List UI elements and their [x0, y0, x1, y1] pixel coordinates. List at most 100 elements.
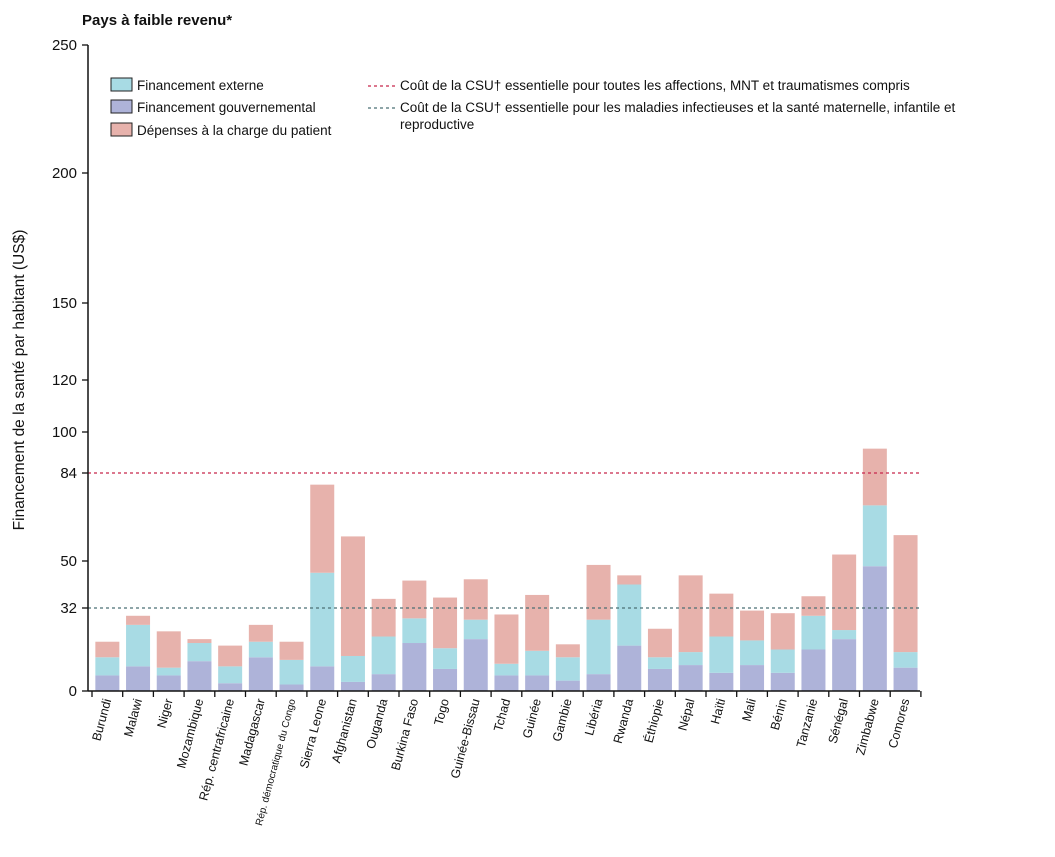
- bar-out-of-pocket: [433, 597, 458, 649]
- bar-out-of-pocket: [801, 596, 826, 616]
- bar-government: [402, 643, 427, 691]
- bar-government: [770, 672, 795, 691]
- bar-external: [126, 624, 151, 667]
- bar-government: [893, 667, 918, 691]
- bar-out-of-pocket: [218, 645, 243, 667]
- bar-out-of-pocket: [126, 615, 151, 625]
- bar-government: [279, 684, 304, 691]
- bar-out-of-pocket: [525, 594, 550, 651]
- y-tick-label: 100: [52, 424, 77, 441]
- y-tick-label: 0: [69, 683, 77, 700]
- x-tick-label: Haïti: [708, 697, 728, 725]
- x-tick-label: Malawi: [121, 697, 145, 738]
- bar-external: [248, 641, 273, 658]
- bar-government: [156, 675, 181, 691]
- x-tick-label: Zimbabwe: [853, 697, 881, 756]
- bar-out-of-pocket: [647, 628, 672, 658]
- bar-out-of-pocket: [678, 575, 703, 653]
- bar-external: [340, 655, 365, 682]
- legend-label-external: Financement externe: [137, 78, 264, 93]
- x-tick-label: Burkina Faso: [389, 697, 422, 772]
- bar-out-of-pocket: [586, 564, 611, 620]
- bar-external: [310, 572, 335, 667]
- x-tick-label: Rwanda: [611, 697, 636, 745]
- bar-government: [494, 675, 519, 691]
- x-tick-label: Guinée: [520, 697, 544, 740]
- x-tick-label: Sénégal: [826, 697, 851, 745]
- bar-government: [371, 674, 396, 691]
- reference-lines-layer: [88, 472, 920, 609]
- bar-external: [525, 650, 550, 676]
- x-tick-label: Tanzanie: [794, 697, 820, 749]
- y-ticks-layer: 0 32 50 84 100 120 150 200 250: [52, 37, 88, 700]
- bar-out-of-pocket: [402, 580, 427, 619]
- x-tick-label: Comores: [886, 697, 913, 750]
- bar-external: [494, 663, 519, 676]
- legend-label-government: Financement gouvernemental: [137, 100, 316, 115]
- y-axis-label: Financement de la santé par habitant (US…: [11, 230, 28, 531]
- bar-external: [647, 657, 672, 669]
- x-tick-label: Mali: [739, 697, 758, 723]
- bar-out-of-pocket: [617, 575, 642, 585]
- y-tick-label: 50: [60, 553, 77, 570]
- bar-government: [248, 657, 273, 691]
- bar-government: [709, 672, 734, 691]
- legend-swatch-government: [110, 99, 133, 114]
- legend-label-ucc-full: Coût de la CSU† essentielle pour toutes …: [400, 78, 910, 93]
- bar-external: [709, 636, 734, 673]
- bar-out-of-pocket: [862, 448, 887, 506]
- bar-out-of-pocket: [371, 598, 396, 637]
- bar-external: [218, 666, 243, 684]
- bar-external: [862, 505, 887, 567]
- x-tick-label: Burundi: [90, 697, 115, 742]
- bar-out-of-pocket: [95, 641, 120, 658]
- bar-external: [279, 659, 304, 685]
- bar-out-of-pocket: [893, 535, 918, 653]
- x-tick-label: Togo: [431, 697, 452, 727]
- chart-title: Pays à faible revenu*: [82, 12, 232, 29]
- bar-external: [617, 584, 642, 646]
- bar-out-of-pocket: [555, 644, 580, 658]
- x-tick-label: Madagascar: [236, 697, 267, 767]
- bar-external: [586, 619, 611, 675]
- x-tick-label: Sierra Leone: [297, 697, 329, 770]
- x-tick-label: Mozambique: [174, 697, 206, 770]
- y-tick-label: 120: [52, 372, 77, 389]
- x-tick-label: Bénin: [768, 697, 790, 732]
- bar-external: [187, 643, 212, 662]
- bar-external: [770, 649, 795, 673]
- bar-external: [801, 615, 826, 650]
- bars-layer: [95, 448, 918, 692]
- bar-government: [617, 645, 642, 691]
- x-tick-label: Niger: [154, 697, 175, 729]
- legend: Financement externe Financement gouverne…: [110, 77, 956, 138]
- bar-external: [678, 652, 703, 666]
- bar-external: [555, 657, 580, 681]
- bar-government: [832, 639, 857, 692]
- bar-government: [525, 675, 550, 691]
- bar-government: [433, 668, 458, 691]
- bar-external: [740, 640, 765, 666]
- bar-external: [371, 636, 396, 675]
- bar-out-of-pocket: [494, 614, 519, 664]
- bar-out-of-pocket: [187, 639, 212, 644]
- bar-out-of-pocket: [770, 613, 795, 650]
- x-tick-label: Népal: [676, 697, 698, 732]
- bar-external: [893, 652, 918, 668]
- x-tick-label: Éthiopie: [641, 697, 667, 745]
- legend-label-ucc-infectious: Coût de la CSU† essentielle pour les mal…: [400, 100, 956, 132]
- bar-out-of-pocket: [740, 610, 765, 641]
- bar-out-of-pocket: [310, 484, 335, 573]
- x-tick-label: Afghanistan: [329, 697, 360, 764]
- axes-layer: [87, 45, 920, 692]
- bar-government: [310, 666, 335, 691]
- bar-government: [463, 639, 488, 692]
- bar-government: [126, 666, 151, 691]
- bar-out-of-pocket: [709, 593, 734, 637]
- bar-out-of-pocket: [279, 641, 304, 660]
- bar-government: [95, 675, 120, 691]
- bar-external: [156, 667, 181, 676]
- y-tick-label: 150: [52, 295, 77, 312]
